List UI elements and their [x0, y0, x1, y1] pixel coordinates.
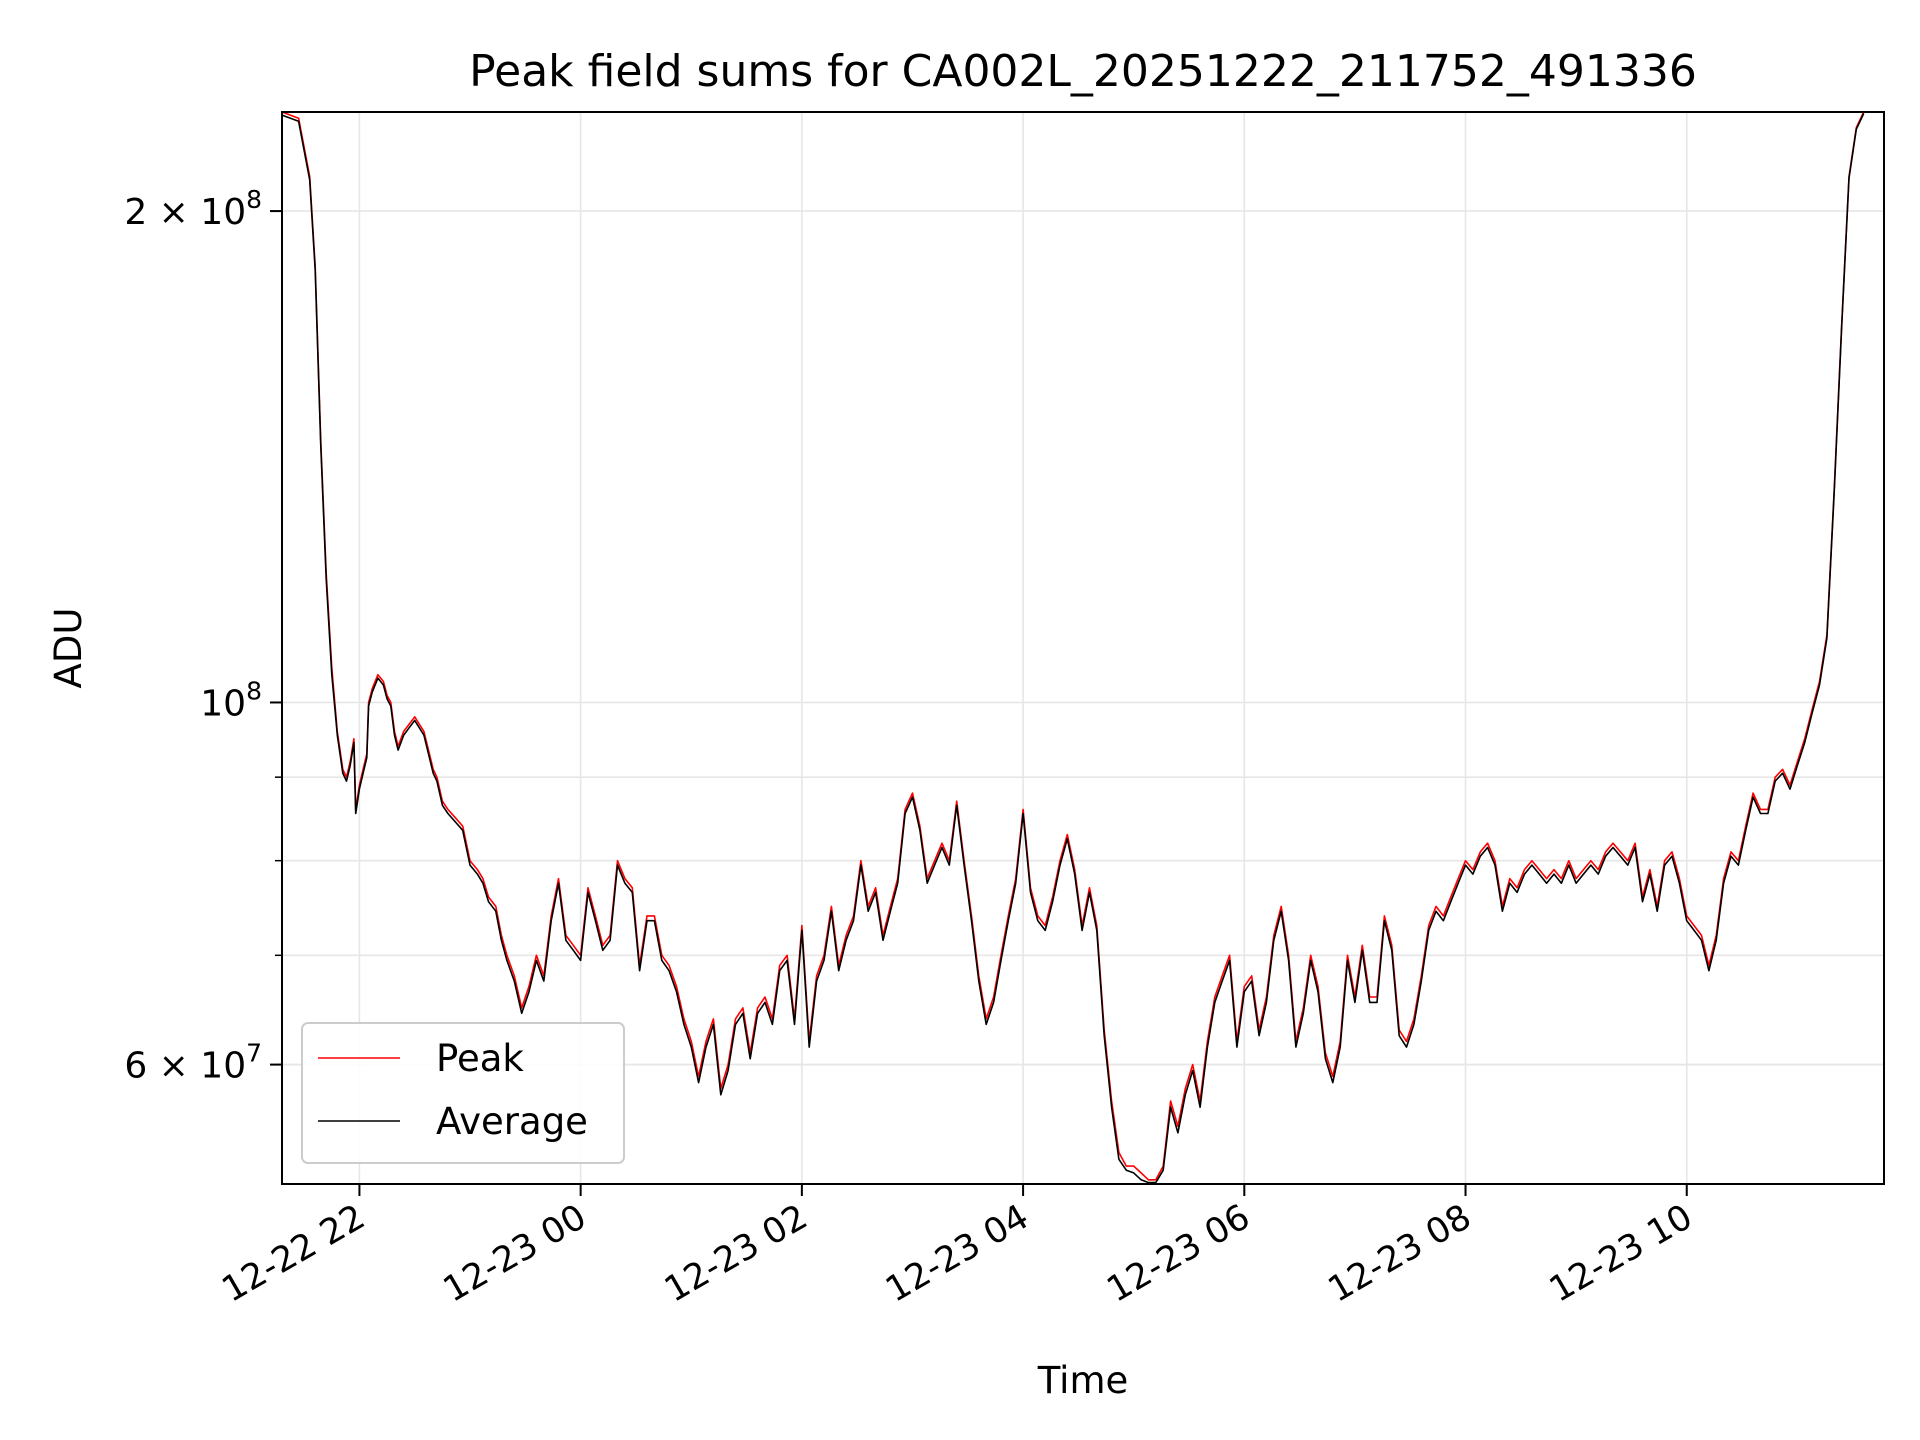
chart-title: Peak field sums for CA002L_20251222_2117…: [469, 46, 1697, 97]
y-tick-label: 2 × 108: [124, 185, 262, 233]
legend-average-label: Average: [436, 1100, 588, 1143]
x-axis-label: Time: [1037, 1359, 1129, 1402]
series-line-average: [281, 113, 1865, 1184]
legend: Peak Average: [301, 1022, 625, 1164]
grid: [282, 112, 1884, 1184]
series-line-peak: [281, 111, 1865, 1181]
y-tick-label: 6 × 107: [124, 1039, 262, 1087]
series-layer: [281, 111, 1865, 1184]
y-tick-label: 108: [200, 676, 262, 724]
legend-peak-label: Peak: [436, 1037, 524, 1080]
plot-frame: [281, 111, 1885, 1185]
y-axis-label: ADU: [47, 608, 90, 689]
